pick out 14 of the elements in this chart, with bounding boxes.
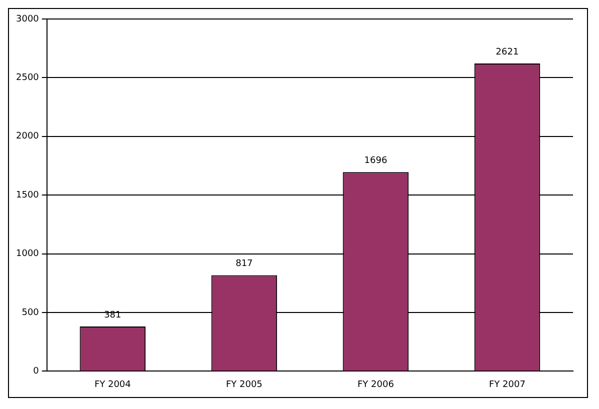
x-tick-label: FY 2006 [357,380,394,390]
data-label: 1696 [364,156,388,166]
y-tick-label: 2000 [16,132,40,142]
y-tick-label: 1000 [16,249,40,260]
y-tick-label: 0 [33,366,40,377]
x-tick-label: FY 2005 [226,380,262,390]
y-tick-label: 1500 [16,190,40,200]
data-label: 817 [236,259,253,270]
y-tick-label: 3000 [16,14,40,24]
y-tick-label: 2500 [16,73,40,84]
data-label: 2621 [496,47,519,58]
x-tick-label: FY 2004 [94,380,132,390]
y-tick-label: 500 [22,308,40,318]
x-tick-label: FY 2007 [489,380,526,390]
